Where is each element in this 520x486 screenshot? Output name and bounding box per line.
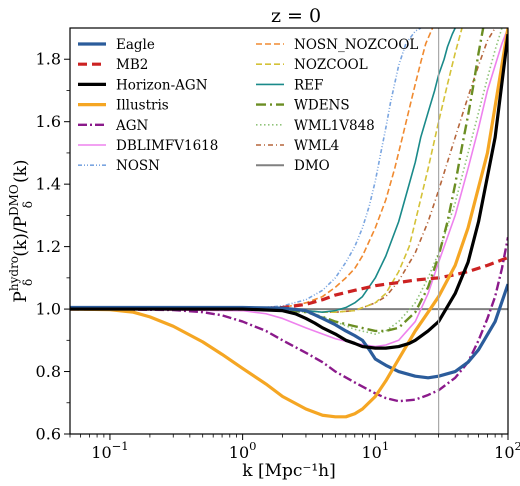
legend-label-dmo: DMO	[294, 158, 330, 174]
series-line-dblimfv1618	[70, 28, 508, 348]
legend-label-wml4: WML4	[294, 138, 339, 154]
legend-label-agn: AGN	[115, 118, 149, 134]
legend-label-illustris: Illustris	[116, 98, 169, 114]
x-tick-label: 10−1	[91, 439, 128, 462]
series-line-illustris	[70, 28, 508, 419]
legend: Eagle MB2 Horizon-AGN Illustris AGN DBLIMFV16…	[78, 37, 418, 174]
legend-label-wml1v848: WML1V848	[294, 118, 375, 134]
y-tick-label: 0.8	[36, 362, 61, 381]
series-layer	[70, 28, 508, 434]
legend-label-dblimfv1618: DBLIMFV1618	[116, 138, 218, 154]
legend-label-mb2: MB2	[116, 57, 148, 73]
legend-label-nozcool: NOZCOOL	[294, 57, 368, 73]
y-axis-title: Phydroδ(k)/PDMOδ(k)	[7, 159, 35, 302]
x-tick-label: 102	[494, 439, 520, 462]
legend-label-nosn: NOSN	[116, 158, 160, 174]
legend-label-ref: REF	[294, 77, 323, 93]
y-tick-label: 1.4	[36, 175, 61, 194]
series-line-horizon-agn	[70, 34, 508, 350]
series-line-nosn	[70, 28, 422, 310]
x-axis-title: k [Mpc⁻¹h]	[242, 461, 336, 481]
legend-label-eagle: Eagle	[116, 37, 155, 53]
y-tick-label: 1.2	[36, 237, 61, 256]
y-tick-label: 1.0	[36, 300, 61, 319]
x-tick-label: 101	[361, 439, 389, 462]
series-line-wdens	[70, 28, 485, 333]
y-axis: 0.6 0.8 1.0 1.2 1.4 1.6 1.8	[36, 50, 70, 444]
x-tick-label: 100	[229, 439, 257, 462]
y-tick-label: 0.6	[36, 425, 61, 444]
chart-title: z = 0	[271, 5, 321, 27]
x-axis: 10−1 100 101 102	[69, 434, 520, 462]
legend-label-wdens: WDENS	[294, 98, 350, 114]
y-tick-label: 1.8	[36, 50, 61, 69]
series-line-agn	[70, 237, 508, 403]
legend-label-nosn-nozcool: NOSN_NOZCOOL	[294, 37, 418, 53]
series-line-ref	[70, 28, 456, 313]
legend-label-horizon-agn: Horizon-AGN	[116, 77, 208, 93]
series-line-nosn-nozcool	[70, 28, 434, 310]
y-tick-label: 1.6	[36, 112, 61, 131]
series-line-eagle	[70, 283, 508, 380]
plot-frame	[69, 27, 509, 435]
